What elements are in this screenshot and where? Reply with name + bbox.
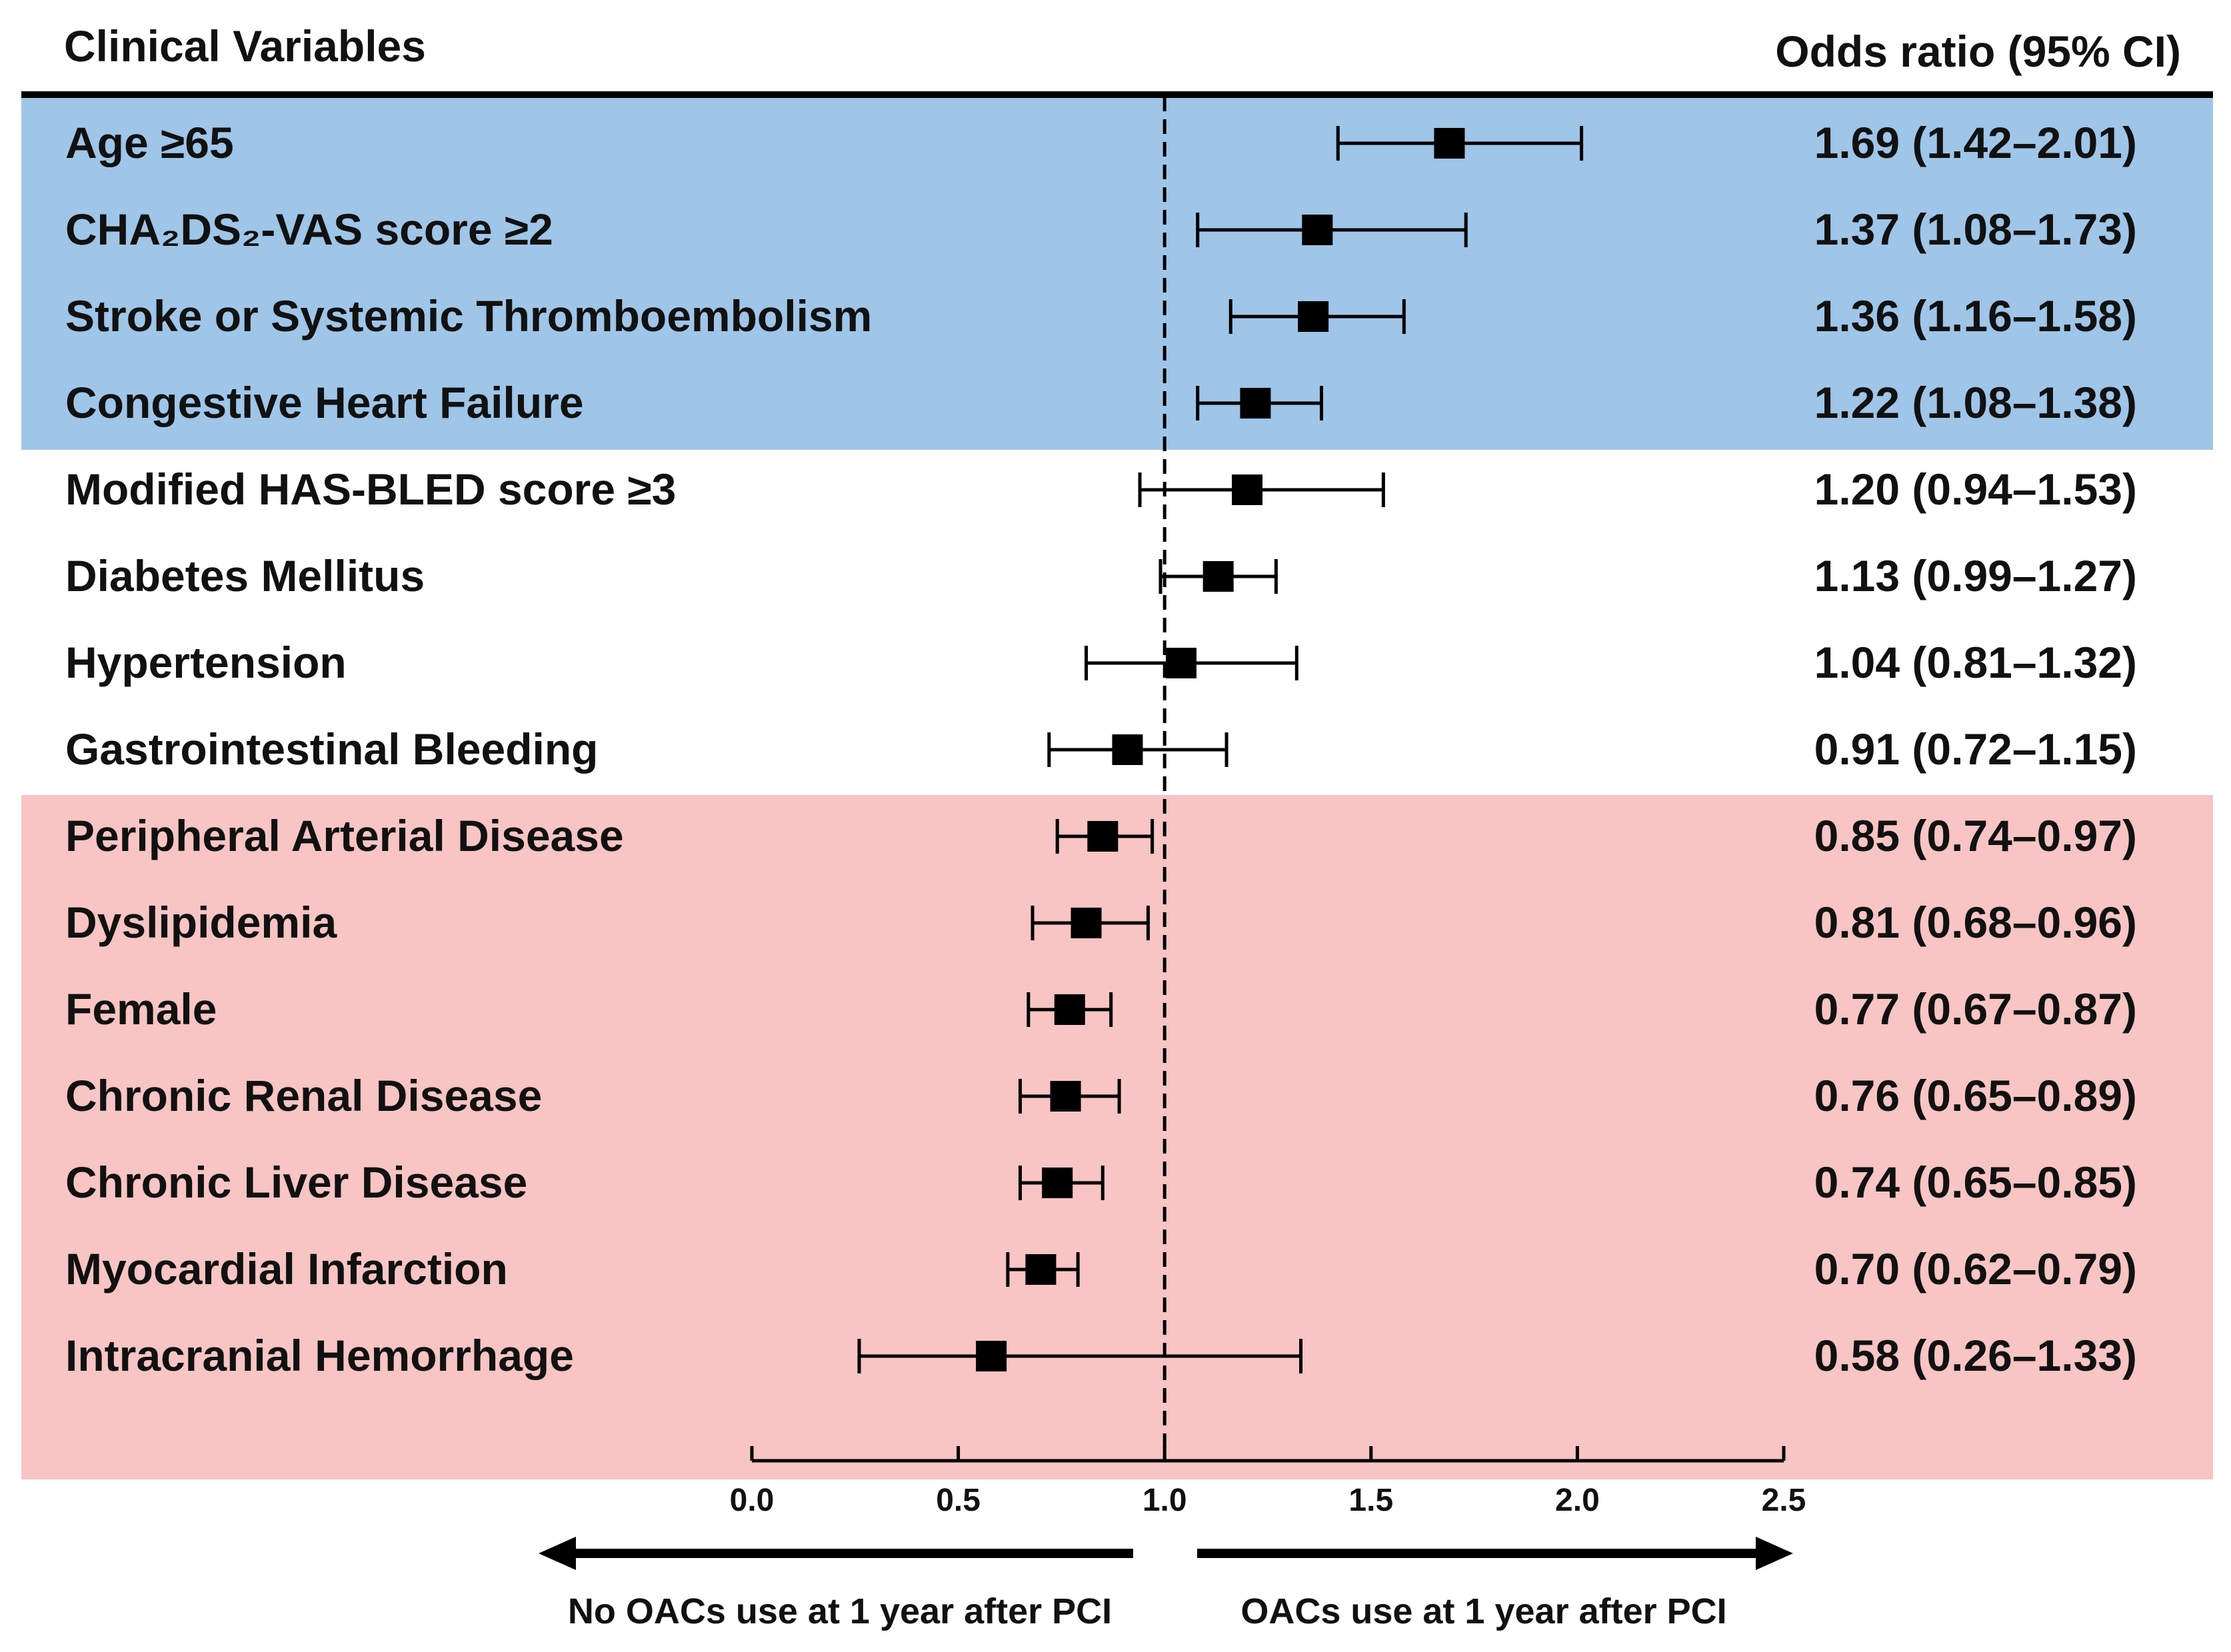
- header-right: Odds ratio (95% CI): [1775, 27, 2181, 76]
- or-marker: [1302, 215, 1333, 245]
- or-marker: [976, 1341, 1007, 1371]
- odds-ratio-text: 0.74 (0.65–0.85): [1814, 1158, 2137, 1207]
- x-tick-label: 0.0: [730, 1483, 775, 1518]
- variable-label: Gastrointestinal Bleeding: [65, 724, 598, 774]
- odds-ratio-text: 1.37 (1.08–1.73): [1814, 205, 2137, 254]
- odds-ratio-text: 0.77 (0.67–0.87): [1814, 984, 2137, 1034]
- x-tick-label: 1.5: [1348, 1483, 1393, 1518]
- x-axis: 0.0 0.5 1.0 1.5 2.0 2.5: [730, 1446, 1806, 1518]
- variable-label: Chronic Renal Disease: [65, 1071, 542, 1120]
- or-marker: [1240, 388, 1271, 418]
- or-marker: [1054, 994, 1085, 1025]
- or-marker: [1434, 128, 1465, 159]
- or-marker: [1202, 561, 1234, 592]
- direction-label-right: OACs use at 1 year after PCI: [1240, 1591, 1726, 1631]
- or-marker: [1165, 648, 1196, 678]
- band-decreased: [21, 795, 2213, 1479]
- odds-ratio-text: 1.13 (0.99–1.27): [1814, 551, 2137, 600]
- header-left: Clinical Variables: [64, 21, 426, 71]
- x-tick-label: 0.5: [936, 1483, 981, 1518]
- odds-ratio-text: 1.20 (0.94–1.53): [1814, 464, 2137, 514]
- odds-ratio-text: 1.36 (1.16–1.58): [1814, 291, 2137, 341]
- odds-ratio-text: 0.58 (0.26–1.33): [1814, 1331, 2137, 1380]
- odds-ratio-text: 0.70 (0.62–0.79): [1814, 1244, 2137, 1293]
- or-marker: [1087, 821, 1118, 852]
- odds-ratio-markers: [976, 128, 1465, 1371]
- variable-label: Peripheral Arterial Disease: [65, 811, 624, 860]
- right-arrow-head: [1756, 1537, 1793, 1570]
- odds-ratio-text: 1.04 (0.81–1.32): [1814, 638, 2137, 687]
- variable-label: Dyslipidemia: [65, 898, 337, 947]
- band-increased: [21, 97, 2213, 450]
- variable-label: CHA₂DS₂-VAS score ≥2: [65, 205, 553, 254]
- direction-label-left: No OACs use at 1 year after PCI: [568, 1591, 1112, 1631]
- x-tick-label: 1.0: [1142, 1483, 1187, 1518]
- odds-ratio-text: 0.81 (0.68–0.96): [1814, 898, 2137, 947]
- x-tick-label: 2.0: [1555, 1483, 1600, 1518]
- odds-ratio-text: 0.76 (0.65–0.89): [1814, 1071, 2137, 1120]
- variable-label: Female: [65, 984, 217, 1034]
- odds-ratio-text: 1.22 (1.08–1.38): [1814, 378, 2137, 427]
- or-marker: [1112, 734, 1143, 765]
- or-marker: [1050, 1081, 1081, 1112]
- variable-label: Diabetes Mellitus: [65, 551, 425, 600]
- or-marker: [1298, 301, 1329, 332]
- odds-ratio-texts: 1.69 (1.42–2.01) 1.37 (1.08–1.73) 1.36 (1.…: [1814, 118, 2137, 1380]
- left-arrow-head: [539, 1537, 576, 1570]
- odds-ratio-text: 0.91 (0.72–1.15): [1814, 724, 2137, 774]
- group-bands: [21, 97, 2213, 1479]
- variable-label: Modified HAS-BLED score ≥3: [65, 464, 676, 514]
- variable-label: Hypertension: [65, 638, 347, 687]
- variable-label: Intracranial Hemorrhage: [65, 1331, 574, 1380]
- or-marker: [1071, 908, 1102, 938]
- variable-label: Stroke or Systemic Thromboembolism: [65, 291, 872, 341]
- direction-arrows: No OACs use at 1 year after PCI OACs use…: [539, 1537, 1793, 1631]
- confidence-intervals: [857, 126, 1584, 1373]
- variable-label: Chronic Liver Disease: [65, 1158, 527, 1207]
- or-marker: [1232, 474, 1263, 505]
- variable-labels: Age ≥65 CHA₂DS₂-VAS score ≥2 Stroke or Sys…: [65, 118, 872, 1380]
- or-marker: [1025, 1254, 1057, 1285]
- odds-ratio-text: 0.85 (0.74–0.97): [1814, 811, 2137, 860]
- variable-label: Age ≥65: [65, 118, 234, 167]
- odds-ratio-text: 1.69 (1.42–2.01): [1814, 118, 2137, 167]
- or-marker: [1042, 1168, 1073, 1198]
- variable-label: Congestive Heart Failure: [65, 378, 584, 427]
- x-tick-label: 2.5: [1762, 1483, 1806, 1518]
- variable-label: Myocardial Infarction: [65, 1244, 508, 1293]
